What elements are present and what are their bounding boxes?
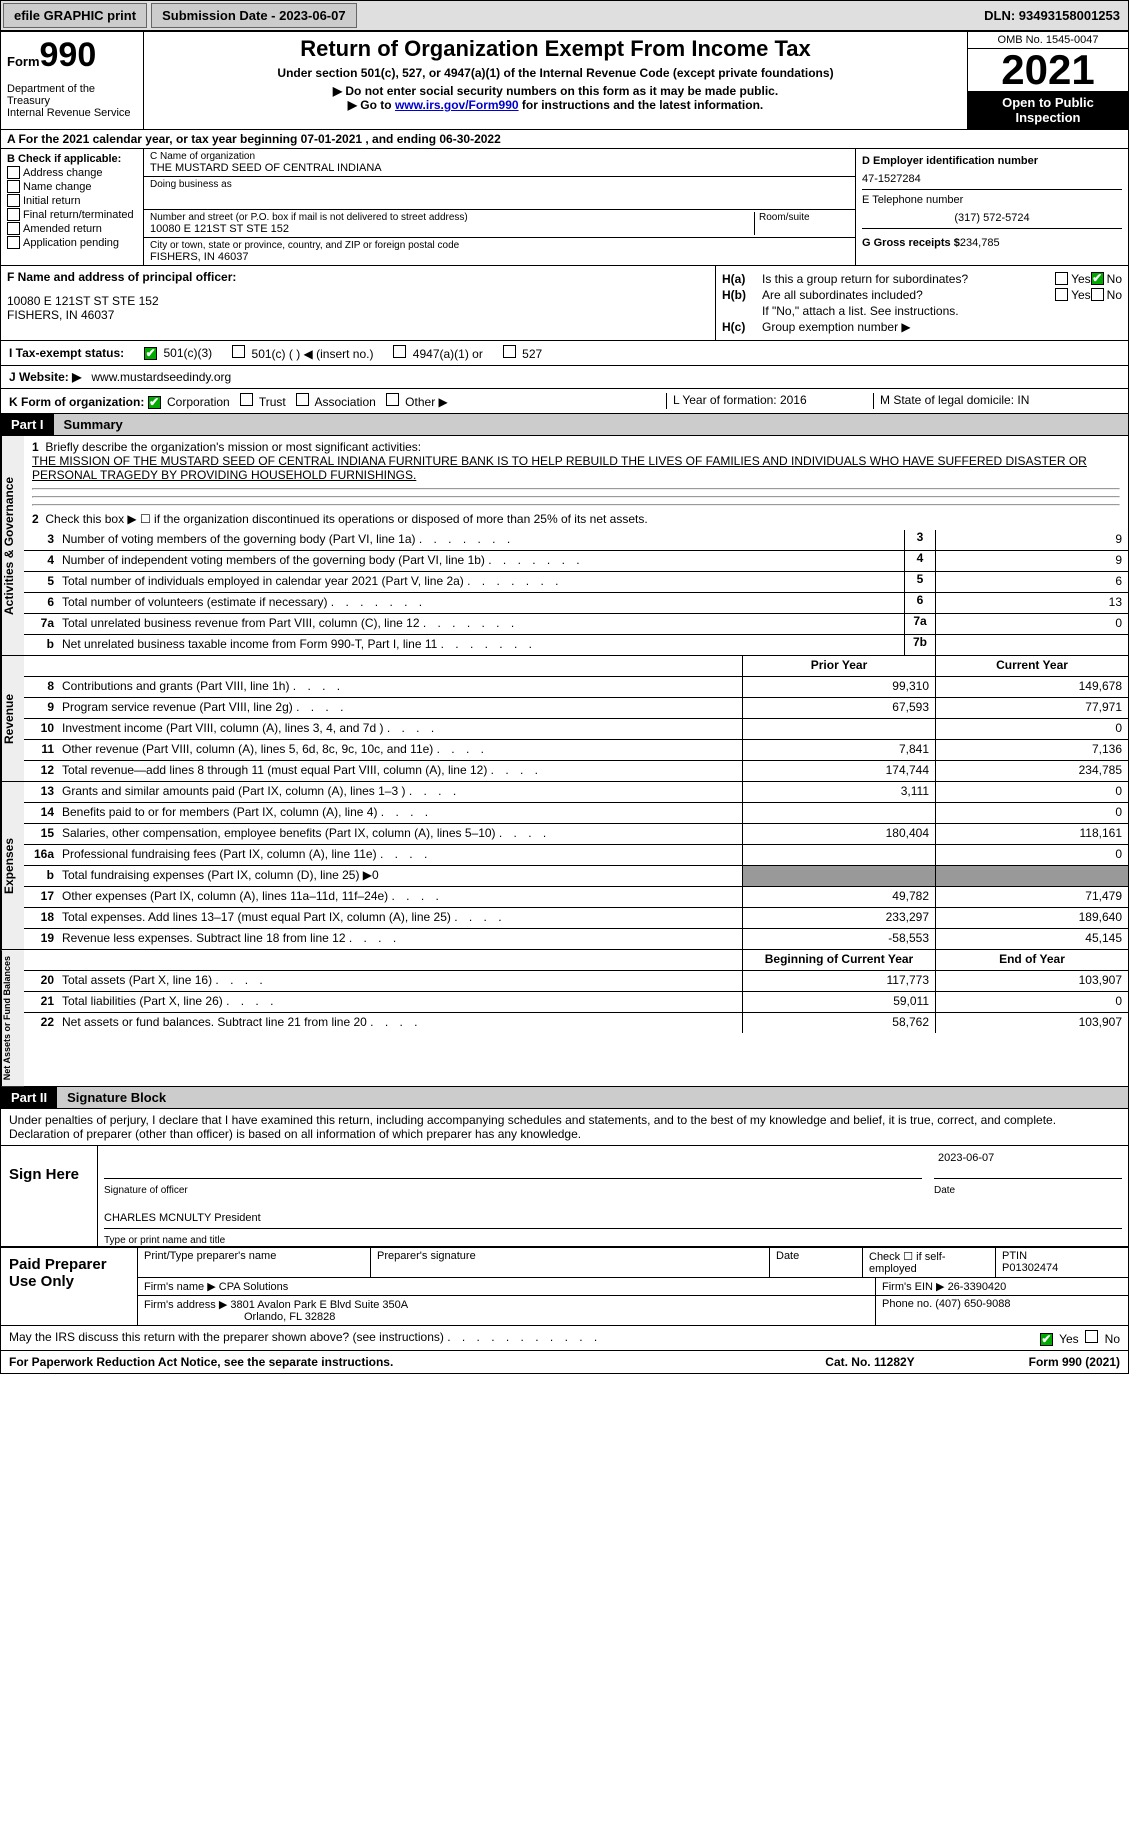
chk-amended[interactable] [7,222,20,235]
gross-receipts: 234,785 [960,237,1000,249]
paid-preparer: Paid Preparer Use Only [1,1248,138,1325]
chk-initial[interactable] [7,194,20,207]
side-revenue: Revenue [1,656,24,781]
org-city: FISHERS, IN 46037 [150,251,849,263]
ein-value: 47-1527284 [862,173,1122,185]
officer-addr2: FISHERS, IN 46037 [7,308,709,322]
form-id-box: Form990 Department of the Treasury Inter… [1,32,144,129]
k-trust[interactable] [240,393,253,406]
chk-4947[interactable] [393,345,406,358]
chk-address[interactable] [7,166,20,179]
mission-text: THE MISSION OF THE MUSTARD SEED OF CENTR… [32,454,1087,482]
chk-name[interactable] [7,180,20,193]
firm-name: CPA Solutions [219,1281,289,1293]
year-formation: L Year of formation: 2016 [666,393,873,409]
side-expenses: Expenses [1,782,24,949]
officer-signature[interactable] [104,1152,922,1179]
sig-date: 2023-06-07 [934,1152,1122,1179]
paperwork-notice: For Paperwork Reduction Act Notice, see … [9,1355,770,1369]
firm-addr2: Orlando, FL 32828 [244,1311,335,1323]
row-a: A For the 2021 calendar year, or tax yea… [0,130,1129,149]
firm-addr1: 3801 Avalon Park E Blvd Suite 350A [230,1299,408,1311]
irs-link[interactable]: www.irs.gov/Form990 [395,98,519,112]
hb-no[interactable] [1091,288,1104,301]
discuss-yes[interactable]: ✔ [1040,1333,1053,1346]
efile-button[interactable]: efile GRAPHIC print [3,3,147,28]
k-assoc[interactable] [296,393,309,406]
chk-final[interactable] [7,208,20,221]
ha-yes[interactable] [1055,272,1068,285]
firm-ein: 26-3390420 [948,1281,1007,1293]
org-street: 10080 E 121ST ST STE 152 [150,223,754,235]
officer-addr1: 10080 E 121ST ST STE 152 [7,294,709,308]
part1-hdr: Part I [1,414,54,435]
telephone: (317) 572-5724 [862,212,1122,224]
website: www.mustardseedindy.org [91,370,231,384]
form-title: Return of Organization Exempt From Incom… [150,36,961,62]
form-footer: Form 990 (2021) [970,1355,1120,1369]
chk-pending[interactable] [7,236,20,249]
k-corp[interactable]: ✔ [148,396,161,409]
org-name: THE MUSTARD SEED OF CENTRAL INDIANA [150,162,849,174]
side-netassets: Net Assets or Fund Balances [1,950,24,1086]
col-b-check: B Check if applicable: Address change Na… [1,149,144,265]
hb-yes[interactable] [1055,288,1068,301]
ha-no[interactable]: ✔ [1091,272,1104,285]
dept-label: Department of the Treasury Internal Reve… [7,83,137,119]
chk-501c[interactable] [232,345,245,358]
penalty-text: Under penalties of perjury, I declare th… [0,1109,1129,1146]
k-other[interactable] [386,393,399,406]
sign-here: Sign Here [1,1146,98,1246]
state-domicile: M State of legal domicile: IN [873,393,1120,409]
part2-hdr: Part II [1,1087,57,1108]
discuss-no[interactable] [1085,1330,1098,1343]
firm-phone: (407) 650-9088 [935,1298,1010,1310]
top-toolbar: efile GRAPHIC print Submission Date - 20… [0,0,1129,31]
officer-name: CHARLES MCNULTY President [104,1202,1122,1229]
chk-527[interactable] [503,345,516,358]
chk-501c3[interactable]: ✔ [144,347,157,360]
submission-date: Submission Date - 2023-06-07 [151,3,357,28]
year-box: OMB No. 1545-0047 2021 Open to Public In… [968,32,1128,129]
side-governance: Activities & Governance [1,436,24,655]
dln-label: DLN: 93493158001253 [984,8,1128,23]
cat-no: Cat. No. 11282Y [770,1355,970,1369]
ptin: P01302474 [1002,1262,1122,1274]
form-title-box: Return of Organization Exempt From Incom… [144,32,968,129]
